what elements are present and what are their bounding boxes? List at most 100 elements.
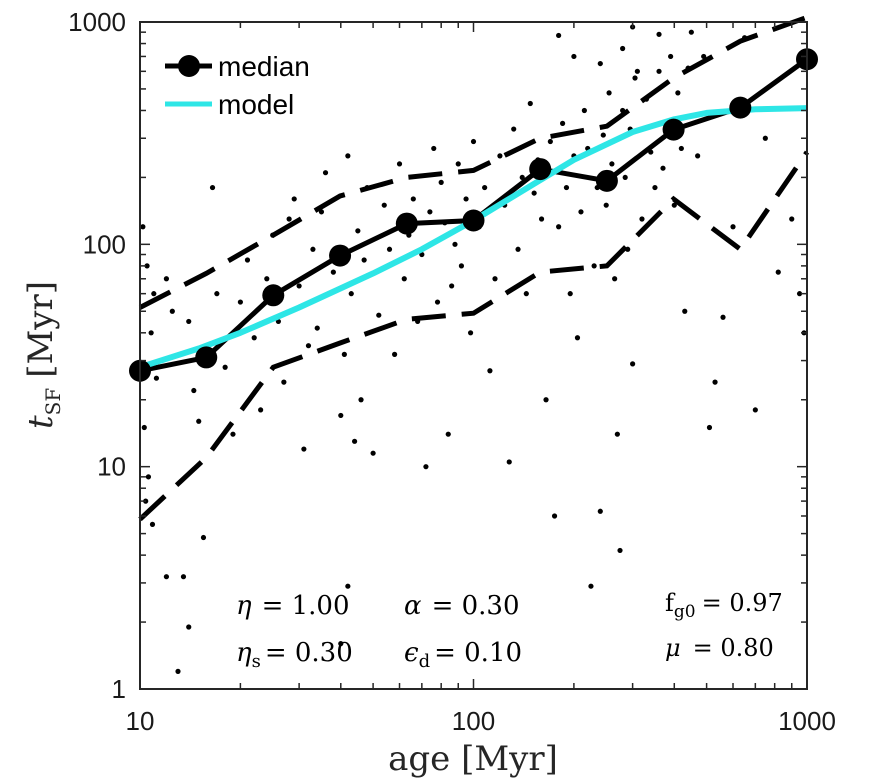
- scatter-point: [396, 161, 403, 167]
- svg-text:tSF[Myr]: tSF [Myr]: [21, 281, 65, 429]
- scatter-point: [617, 547, 623, 554]
- y-tick-label: 1: [112, 674, 126, 704]
- x-axis-label: age [Myr]: [388, 739, 558, 779]
- scatter-point: [301, 446, 307, 452]
- scatter-point: [386, 246, 393, 252]
- scatter-point: [556, 32, 562, 39]
- scatter-point: [706, 424, 713, 431]
- y-axis-label-sub: SF: [41, 388, 65, 416]
- scatter-point: [186, 318, 192, 325]
- scatter-point: [338, 412, 344, 419]
- scatter-point: [330, 269, 336, 275]
- scatter-point: [712, 379, 718, 385]
- plot-area: [140, 22, 807, 689]
- annotation-alpha: α = 0.30: [404, 591, 520, 621]
- scatter-point: [531, 190, 537, 196]
- x-tick-labels: 10 100 1000: [126, 706, 836, 736]
- scatter-point: [410, 196, 416, 202]
- scatter-point: [355, 228, 361, 234]
- scatter-point: [151, 291, 157, 297]
- scatter-point: [351, 438, 358, 444]
- scatter-point: [511, 126, 517, 132]
- scatter-point: [639, 216, 645, 222]
- legend-median-label: median: [218, 51, 310, 82]
- scatter-point: [612, 276, 618, 282]
- scatter-point: [527, 100, 533, 107]
- scatter-point: [467, 330, 474, 336]
- scatter-point: [660, 165, 666, 171]
- scatter-point: [381, 202, 387, 208]
- scatter-point: [523, 291, 529, 297]
- legend-median-marker: [178, 55, 200, 77]
- median-marker: [262, 284, 285, 307]
- scatter-point: [455, 161, 461, 167]
- scatter-point: [322, 170, 329, 176]
- scatter-point: [682, 308, 688, 314]
- scatter-point: [656, 31, 662, 37]
- y-axis-label: tSF [Myr]: [21, 281, 65, 429]
- scatter-point: [597, 508, 603, 514]
- scatter-point: [392, 351, 398, 357]
- median-marker: [529, 158, 552, 181]
- percentile-line: [138, 14, 808, 310]
- scatter-point: [305, 343, 312, 349]
- scatter-point: [506, 459, 512, 465]
- scatter-point: [671, 202, 677, 208]
- scatter-point: [163, 276, 170, 282]
- scatter-point: [606, 90, 612, 96]
- scatter-point: [634, 68, 640, 74]
- percentile-line: [138, 150, 810, 522]
- scatter-point: [144, 263, 150, 269]
- scatter-point: [258, 407, 264, 413]
- scatter-point: [200, 534, 207, 541]
- scatter-point: [434, 299, 441, 305]
- scatter-point: [762, 135, 768, 141]
- scatter-point: [567, 291, 573, 297]
- scatter-point: [214, 291, 220, 297]
- scatter-point: [487, 368, 493, 374]
- scatter-point: [497, 153, 503, 159]
- scatter-point: [169, 308, 175, 314]
- scatter-point: [237, 299, 243, 305]
- scatter-point: [543, 397, 549, 403]
- y-tick-label: 10: [97, 452, 126, 482]
- scatter-point: [423, 464, 429, 470]
- scatter-point: [431, 145, 437, 152]
- median-marker: [662, 118, 685, 141]
- scatter-point: [730, 224, 736, 230]
- scatter-point: [376, 312, 382, 318]
- median-marker: [195, 346, 218, 369]
- scatter-point: [264, 276, 270, 282]
- scatter-point: [338, 641, 344, 647]
- scatter-point: [551, 513, 558, 519]
- scatter-point: [145, 474, 152, 480]
- scatter-point: [614, 431, 620, 437]
- scatter-point: [789, 216, 795, 222]
- scatter-point: [401, 276, 407, 282]
- y-tick-label: 1000: [68, 7, 126, 37]
- parameter-annotations: η = 1.00 α = 0.30 fg0 = 0.97 ηs = 0.30 ϵd = 0…: [236, 589, 783, 672]
- scatter-point: [492, 276, 498, 282]
- scatter-point: [141, 424, 147, 431]
- scatter-layer: [140, 24, 807, 674]
- scatter-point: [209, 184, 216, 191]
- scatter-point: [752, 407, 758, 413]
- scatter-point: [345, 583, 351, 589]
- legend-model-label: model: [218, 89, 294, 120]
- scatter-point: [652, 184, 658, 191]
- scatter-point: [656, 68, 662, 74]
- scatter-point: [310, 246, 316, 252]
- scatter-point: [222, 364, 228, 370]
- scatter-point: [358, 397, 364, 403]
- scatter-point: [291, 196, 297, 202]
- scatter-point: [186, 624, 192, 630]
- annotation-epsilon-d: ϵd = 0.10: [404, 638, 522, 672]
- annotation-eta-s: ηs = 0.30: [236, 638, 353, 672]
- scatter-point: [251, 335, 257, 341]
- legend: median model: [165, 51, 310, 120]
- scatter-point: [591, 263, 597, 269]
- scatter-point: [458, 263, 465, 269]
- model-line: [139, 105, 808, 371]
- scatter-point: [149, 521, 156, 527]
